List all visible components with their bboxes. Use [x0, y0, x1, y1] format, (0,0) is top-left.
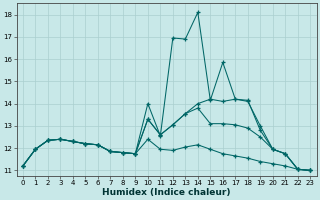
X-axis label: Humidex (Indice chaleur): Humidex (Indice chaleur)	[102, 188, 231, 197]
